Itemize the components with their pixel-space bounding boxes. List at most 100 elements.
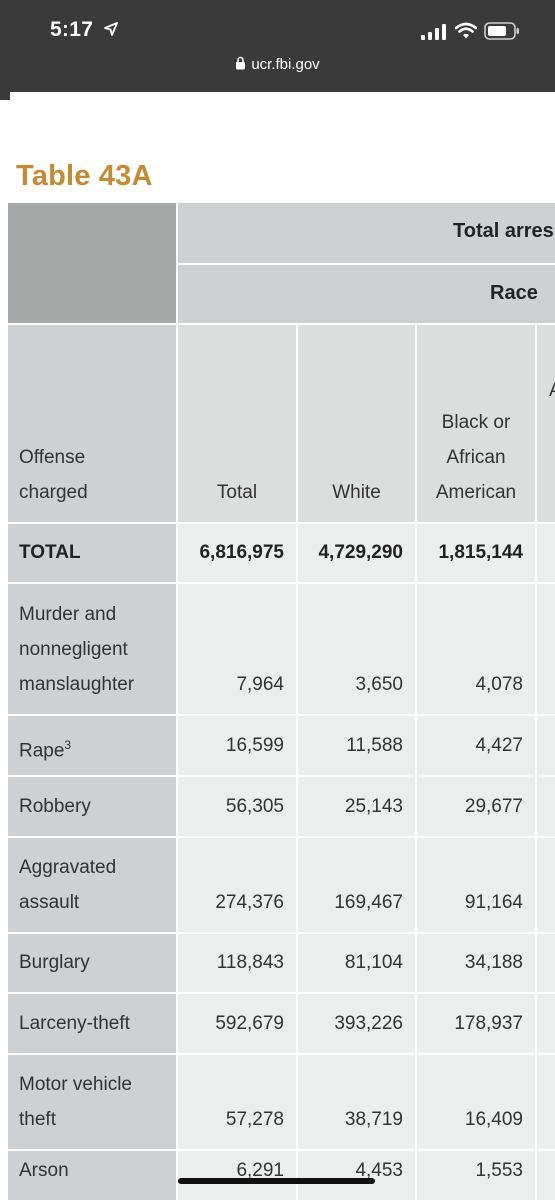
address-bar[interactable]: ucr.fbi.gov [0, 56, 555, 73]
cell-text-line: African [446, 447, 506, 468]
cell-text-line: 34,188 [464, 952, 523, 973]
cell-text-line: Murder and [19, 604, 117, 625]
cell-text-line: 1,553 [475, 1160, 523, 1181]
row-value-black: 1,815,144 [417, 524, 535, 582]
row-value-partial [537, 584, 555, 714]
cell-text-line: 178,937 [454, 1013, 523, 1034]
cellular-signal-icon [421, 24, 446, 40]
cell-text-line: American [435, 482, 517, 503]
row-value-white: 4,729,290 [298, 524, 415, 582]
lock-icon [236, 56, 246, 70]
page-top-edge [10, 92, 555, 100]
row-value-white: 38,719 [298, 1055, 415, 1149]
row-value-total: 6,816,975 [178, 524, 296, 582]
cell-text-line: 6,291 [236, 1160, 284, 1181]
column-header-offense: Offense charged [8, 325, 176, 522]
cell-text-line: Larceny-theft [19, 1013, 130, 1034]
row-value-white: 25,143 [298, 777, 415, 836]
cell-text-line: TOTAL [19, 542, 81, 563]
cell-text-line: charged [19, 482, 88, 503]
cell-text-line: 7,964 [236, 674, 284, 695]
cell-text-line: 169,467 [334, 892, 403, 913]
row-label-cell: Larceny-theft [8, 994, 176, 1053]
row-label-cell: TOTAL [8, 524, 176, 582]
partial-header-text: A [549, 380, 555, 402]
cell-text-line: 57,278 [225, 1109, 284, 1130]
cell-text-line: Rape3 [19, 738, 72, 762]
cell-text-line: 393,226 [334, 1013, 403, 1034]
row-label-cell: Arson [8, 1151, 176, 1200]
column-header-white: White [298, 325, 415, 522]
cell-text-line: 56,305 [225, 796, 284, 817]
row-value-white: 3,650 [298, 584, 415, 714]
column-header-black: Black or African American [417, 325, 535, 522]
cell-text-line: Offense [19, 447, 86, 468]
cell-text-line: 1,815,144 [438, 542, 523, 563]
row-value-black: 91,164 [417, 838, 535, 932]
row-value-black: 34,188 [417, 934, 535, 992]
row-label-cell: Murder and nonnegligent manslaughter [8, 584, 176, 714]
cell-text-line: 38,719 [344, 1109, 403, 1130]
cell-text-line: theft [19, 1109, 56, 1130]
row-value-white: 11,588 [298, 716, 415, 775]
cell-text-line: 16,409 [464, 1109, 523, 1130]
cell-text-line: 592,679 [215, 1013, 284, 1034]
row-value-black: 178,937 [417, 994, 535, 1053]
row-value-white: 4,453 [298, 1151, 415, 1200]
cell-text-line: 16,599 [225, 735, 284, 756]
row-value-partial [537, 994, 555, 1053]
row-value-black: 1,553 [417, 1151, 535, 1200]
row-value-partial [537, 1055, 555, 1149]
cell-text-line: 4,453 [355, 1160, 403, 1181]
header-subgroup-label: Race [490, 282, 538, 304]
row-value-total: 16,599 [178, 716, 296, 775]
cell-text-line: Black or [441, 412, 511, 433]
location-arrow-icon [104, 22, 118, 36]
row-value-total: 118,843 [178, 934, 296, 992]
header-total-arrests: Total arres [178, 203, 555, 263]
row-value-black: 4,427 [417, 716, 535, 775]
cell-text-line: 118,843 [216, 952, 284, 973]
row-label-cell: Rape3 [8, 716, 176, 775]
cell-text-line: assault [19, 892, 80, 913]
row-value-total: 7,964 [178, 584, 296, 714]
cell-text-line: 91,164 [464, 892, 523, 913]
row-value-white: 81,104 [298, 934, 415, 992]
cell-text-line: Total [216, 482, 258, 503]
cell-text-line: 3,650 [355, 674, 403, 695]
cell-text-line: 11,588 [346, 735, 403, 756]
row-value-partial [537, 777, 555, 836]
cell-text-line: 29,677 [464, 796, 523, 817]
cell-text-line: 4,078 [475, 674, 523, 695]
column-header-total: Total [178, 325, 296, 522]
home-indicator[interactable] [178, 1178, 375, 1184]
cell-text-line: Burglary [19, 952, 90, 973]
row-value-white: 169,467 [298, 838, 415, 932]
row-value-total: 6,291 [178, 1151, 296, 1200]
cell-text-line: nonnegligent [19, 639, 128, 660]
row-value-partial [537, 1151, 555, 1200]
status-bar: 5:17 ucr.fbi.gov [0, 0, 555, 92]
row-value-total: 274,376 [178, 838, 296, 932]
wifi-icon [455, 22, 477, 39]
cell-text-line: 274,376 [215, 892, 284, 913]
row-value-black: 4,078 [417, 584, 535, 714]
battery-icon [484, 22, 519, 40]
cell-text-line: 4,729,290 [318, 542, 403, 563]
cell-text-line: White [332, 482, 381, 503]
row-value-white: 393,226 [298, 994, 415, 1053]
row-value-partial [537, 716, 555, 775]
cell-text-line: 81,104 [344, 952, 403, 973]
cell-text-line: 25,143 [344, 796, 403, 817]
row-value-black: 29,677 [417, 777, 535, 836]
cell-text-line: 6,816,975 [199, 542, 284, 563]
row-value-partial [537, 934, 555, 992]
table-title: Table 43A [16, 160, 153, 192]
footnote-marker[interactable]: 3 [64, 738, 72, 752]
row-label-cell: Aggravated assault [8, 838, 176, 932]
row-value-total: 56,305 [178, 777, 296, 836]
row-value-partial [537, 524, 555, 582]
row-value-total: 592,679 [178, 994, 296, 1053]
row-value-total: 57,278 [178, 1055, 296, 1149]
clock: 5:17 [50, 18, 94, 41]
